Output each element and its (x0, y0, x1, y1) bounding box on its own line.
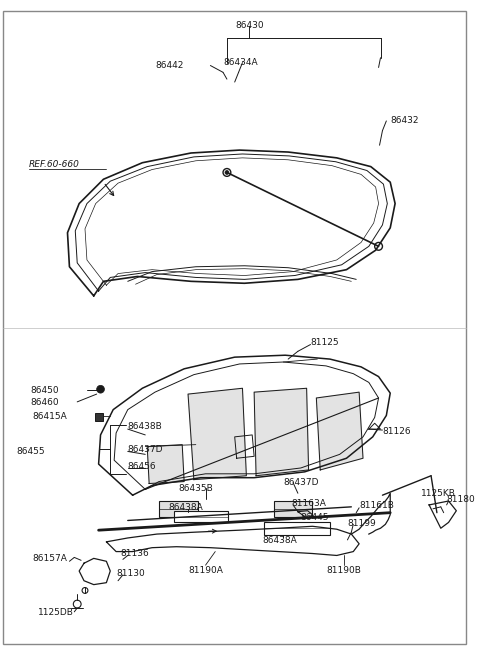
Text: 81190B: 81190B (326, 566, 361, 575)
Text: 86438A: 86438A (168, 503, 204, 512)
Polygon shape (188, 388, 246, 479)
Text: 86460: 86460 (31, 398, 59, 407)
Bar (95, 413, 104, 421)
Circle shape (225, 170, 229, 174)
Text: 86445: 86445 (301, 513, 329, 521)
Text: 81126: 81126 (383, 427, 411, 436)
Text: 86450: 86450 (31, 386, 59, 396)
Text: 86438A: 86438A (262, 536, 297, 545)
Text: 1125DB: 1125DB (38, 608, 74, 617)
Text: 86437D: 86437D (128, 445, 163, 454)
Text: 86437D: 86437D (283, 477, 319, 487)
Text: 81199: 81199 (348, 519, 376, 527)
Text: 81161B: 81161B (359, 501, 394, 510)
Text: 81130: 81130 (116, 569, 145, 578)
Text: 86415A: 86415A (33, 411, 67, 421)
Circle shape (96, 385, 105, 393)
Text: 86432: 86432 (390, 116, 419, 125)
Bar (264, 523, 330, 535)
Polygon shape (147, 445, 184, 483)
Text: 1125KB: 1125KB (421, 489, 456, 498)
Text: 86157A: 86157A (33, 553, 67, 563)
Text: 86455: 86455 (16, 447, 45, 456)
Bar (174, 511, 228, 523)
Polygon shape (316, 392, 363, 470)
Text: 81180: 81180 (446, 495, 475, 504)
Bar (274, 501, 312, 517)
Text: 81190A: 81190A (188, 566, 223, 575)
Text: 81136: 81136 (120, 549, 149, 557)
Text: REF.60-660: REF.60-660 (29, 160, 80, 169)
Text: 81163A: 81163A (291, 499, 326, 508)
Text: 86430: 86430 (235, 21, 264, 29)
Text: 81125: 81125 (311, 338, 339, 346)
Bar (159, 501, 198, 517)
Text: 86442: 86442 (156, 61, 184, 69)
Text: 86456: 86456 (128, 462, 156, 471)
Text: 86435B: 86435B (178, 483, 213, 493)
Polygon shape (254, 388, 309, 476)
Text: 86434A: 86434A (223, 58, 258, 67)
Text: 86438B: 86438B (128, 422, 163, 431)
